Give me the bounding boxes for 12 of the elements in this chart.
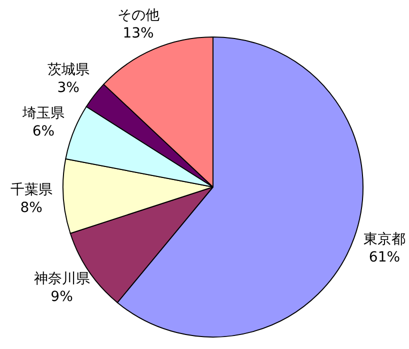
data-label: 13%: [122, 26, 154, 42]
data-label: 9%: [50, 289, 73, 306]
data-label: 61%: [368, 249, 400, 266]
slice-label: 埼玉県: [22, 105, 64, 122]
data-label: 6%: [32, 123, 55, 140]
data-label: 8%: [20, 200, 42, 216]
slice-label: 東京都: [363, 231, 406, 248]
slice-label: その他: [117, 8, 160, 24]
slice-label: 神奈川県: [34, 271, 90, 288]
slice-label: 茨城県: [47, 62, 90, 78]
data-label: 3%: [57, 80, 80, 96]
slice-label: 千葉県: [10, 182, 52, 198]
